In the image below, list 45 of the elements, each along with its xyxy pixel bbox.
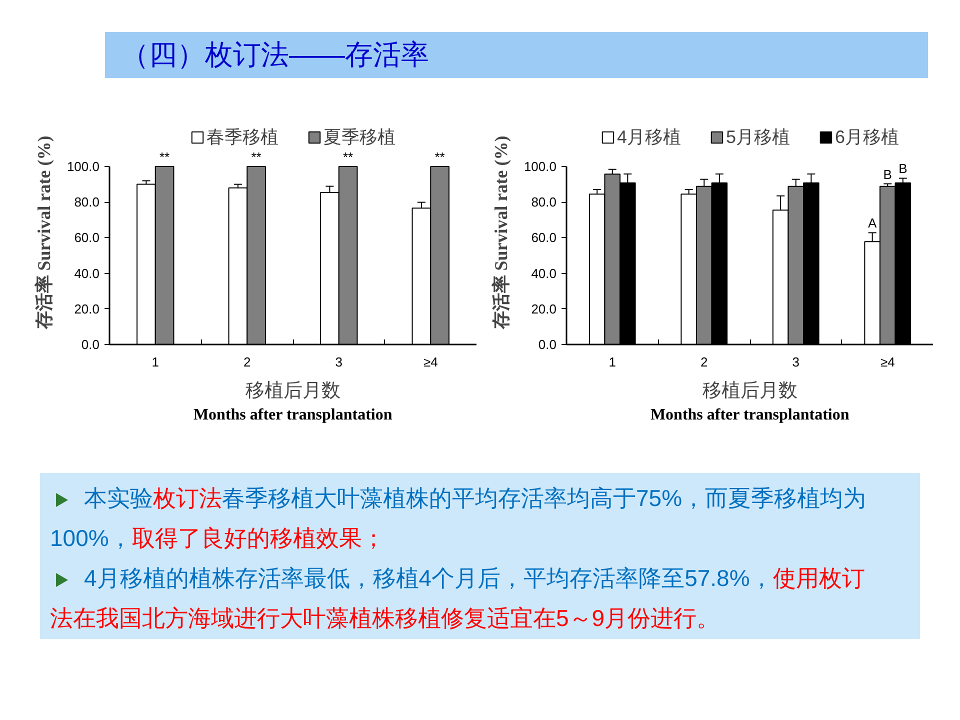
text: 取得了良好的移植效果； xyxy=(132,524,385,553)
y-tick-label: 80.0 xyxy=(531,194,557,210)
y-tick-label: 40.0 xyxy=(531,266,557,281)
text: 枚订法 xyxy=(153,484,222,513)
x-tick-label: 1 xyxy=(152,354,159,370)
legend-label: 春季移植 xyxy=(206,126,278,149)
x-tick-label: 2 xyxy=(700,354,708,370)
x-tick-label: 2 xyxy=(244,354,251,370)
x-tick-label: ≥4 xyxy=(880,354,895,370)
annotation: ** xyxy=(434,150,445,164)
text: 使用枚订 xyxy=(772,564,865,593)
data-label: B xyxy=(883,166,892,182)
y-tick-label: 20.0 xyxy=(531,301,557,316)
y-tick-label: 20.0 xyxy=(74,301,100,316)
y-axis-title: 存活率 Survival rate (%) xyxy=(34,136,54,330)
x-tick-label: 3 xyxy=(335,354,342,370)
y-tick-label: 60.0 xyxy=(531,230,557,246)
y-tick-label: 100.0 xyxy=(524,159,557,174)
data-label: B xyxy=(898,161,908,176)
text: （四）枚订法——存活率 xyxy=(105,32,928,78)
legend-label: 4月移植 xyxy=(616,126,681,149)
text: 本实验 xyxy=(84,484,153,513)
text: 法在我国北方海域进行大叶藻植株移植修复适宜在5～9月份进行。 xyxy=(50,604,720,633)
legend-label: 夏季移植 xyxy=(324,126,396,149)
x-tick-label: 1 xyxy=(608,354,616,370)
y-tick-label: 40.0 xyxy=(74,266,100,281)
y-tick-label: 100.0 xyxy=(66,159,100,174)
x-tick-label: ≥4 xyxy=(423,354,438,370)
annotation: ** xyxy=(251,150,262,164)
text: 移植后月数 Months after transplantation xyxy=(193,380,392,424)
x-tick-label: 3 xyxy=(792,354,800,370)
y-tick-label: 80.0 xyxy=(74,194,100,210)
legend-label: 5月移植 xyxy=(726,126,790,149)
text: 春季移植大叶藻植株的平均存活率均高于75%，而夏季移植均为 xyxy=(222,484,866,513)
y-tick-label: 0.0 xyxy=(81,337,100,352)
text: 100%， xyxy=(50,524,132,553)
annotation: ** xyxy=(159,150,170,164)
annotation: ** xyxy=(342,150,354,164)
y-axis-title: 存活率 Survival rate (%) xyxy=(490,136,511,330)
data-label: A xyxy=(868,216,877,231)
y-tick-label: 0.0 xyxy=(538,337,557,352)
y-tick-label: 60.0 xyxy=(74,230,100,246)
legend-label: 6月移植 xyxy=(835,126,900,149)
text: 4月移植的植株存活率最低，移植4个月后，平均存活率降至57.8%， xyxy=(84,564,773,593)
text: 移植后月数 Months after transplantation xyxy=(650,380,850,424)
